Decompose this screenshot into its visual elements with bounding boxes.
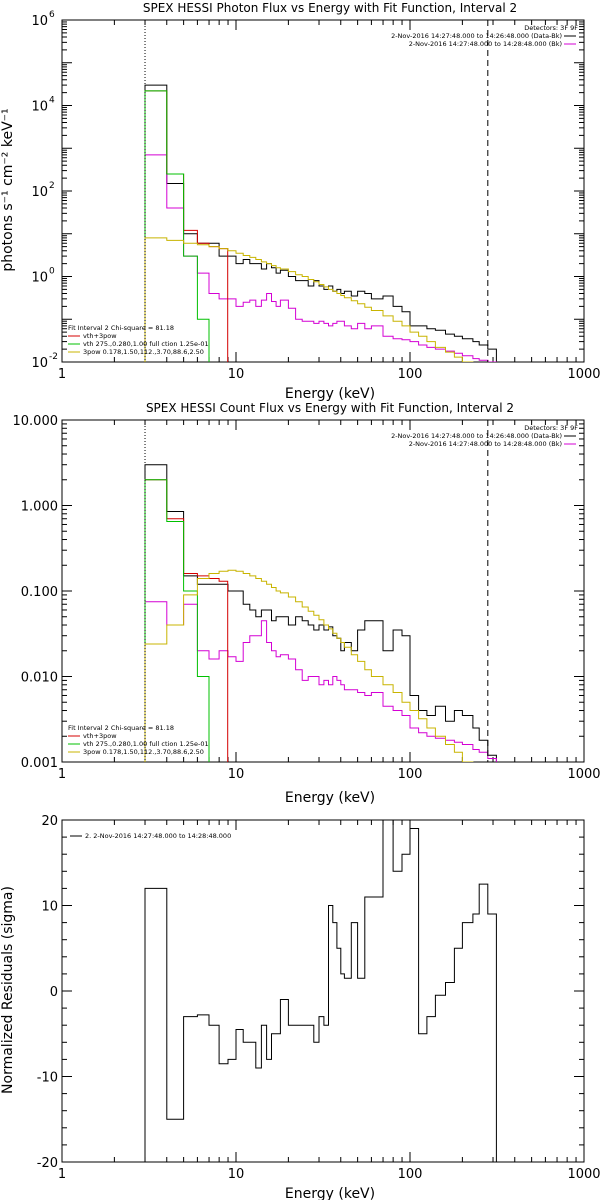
photon-data-area bbox=[145, 85, 496, 375]
resid-plot-frame bbox=[62, 820, 584, 1162]
count-y-tick-label: 0.010 bbox=[21, 671, 58, 686]
photon-y-tick-label: 10 bbox=[31, 100, 48, 115]
photon-legend-header: Detectors: 3F 9F bbox=[524, 24, 578, 32]
photon-fit-legend-header: Fit Interval 2 Chi-square = 81.18 bbox=[68, 324, 174, 332]
count-fit-legend-entry: 3pow 0.178,1.50,112.,3.70,88.6,2.50 bbox=[83, 748, 204, 756]
count-series-vth-3pow bbox=[145, 480, 228, 764]
count-flux-panel: SPEX HESSI Count Flux vs Energy with Fit… bbox=[13, 401, 600, 806]
count-fit-legend-header: Fit Interval 2 Chi-square = 81.18 bbox=[68, 724, 174, 732]
photon-x-tick-label: 10 bbox=[228, 367, 245, 382]
count-fit-legend-entry: vth+3pow bbox=[83, 732, 117, 740]
photon-fit-legend-entry: 3pow 0.178,1.50,112.,3.70,88.6,2.50 bbox=[83, 348, 204, 356]
count-y-tick-label: 0.001 bbox=[21, 756, 58, 771]
count-y-tick-label: 0.100 bbox=[21, 585, 58, 600]
resid-legend-entry: 2. 2-Nov-2016 14:27:48.000 to 14:28:48.0… bbox=[85, 832, 231, 840]
photon-y-axis-label: photons s⁻¹ cm⁻² keV⁻¹ bbox=[0, 108, 16, 271]
count-y-tick-label: 1.000 bbox=[21, 500, 58, 515]
photon-series-data-bk bbox=[145, 85, 496, 364]
resid-y-tick-label: -10 bbox=[37, 1071, 58, 1086]
resid-data-area bbox=[145, 769, 496, 1164]
photon-y-tick-exponent: 6 bbox=[49, 10, 55, 20]
photon-legend-entry: 2-Nov-2016 14:27:48.000 to 14:28:48.000 … bbox=[409, 40, 562, 48]
photon-x-tick-label: 1000 bbox=[567, 367, 600, 382]
photon-fit-legend-entry: vth 275.,0.280,1.00 full ction 1.25e-01 bbox=[83, 340, 209, 348]
resid-y-tick-label: 20 bbox=[41, 814, 58, 829]
resid-series-residuals bbox=[145, 769, 496, 1164]
count-chart-title: SPEX HESSI Count Flux vs Energy with Fit… bbox=[146, 401, 514, 415]
resid-x-tick-label: 100 bbox=[398, 1167, 423, 1182]
photon-plot-frame bbox=[62, 20, 584, 362]
photon-y-tick-exponent: 4 bbox=[49, 96, 55, 106]
count-x-tick-label: 10 bbox=[228, 767, 245, 782]
count-plot-frame bbox=[62, 420, 584, 762]
photon-y-tick-exponent: 2 bbox=[49, 181, 55, 191]
photon-flux-panel: SPEX HESSI Photon Flux vs Energy with Fi… bbox=[0, 1, 600, 402]
resid-y-tick-label: -20 bbox=[37, 1156, 58, 1171]
count-x-tick-label: 1000 bbox=[567, 767, 600, 782]
photon-y-tick-label: 10 bbox=[31, 271, 48, 286]
count-y-tick-label: 10.000 bbox=[13, 414, 59, 429]
photon-x-tick-label: 1 bbox=[58, 367, 66, 382]
photon-y-tick-exponent: -2 bbox=[49, 352, 58, 362]
photon-legend-entry: 2-Nov-2016 14:27:48.000 to 14:26:48.000 … bbox=[391, 32, 562, 40]
photon-y-tick-label: 10 bbox=[31, 185, 48, 200]
resid-x-axis-label: Energy (keV) bbox=[285, 1186, 375, 1200]
resid-x-tick-label: 1 bbox=[58, 1167, 66, 1182]
count-x-axis-label: Energy (keV) bbox=[285, 790, 375, 806]
photon-x-axis-label: Energy (keV) bbox=[285, 386, 375, 402]
count-x-tick-label: 1 bbox=[58, 767, 66, 782]
resid-y-tick-label: 0 bbox=[50, 985, 58, 1000]
photon-chart-title: SPEX HESSI Photon Flux vs Energy with Fi… bbox=[143, 1, 517, 15]
count-legend-header: Detectors: 3F 9F bbox=[524, 424, 578, 432]
photon-x-tick-label: 100 bbox=[398, 367, 423, 382]
count-fit-legend-entry: vth 275.,0.280,1.00 full ction 1.25e-01 bbox=[83, 740, 209, 748]
resid-y-axis-label: Normalized Residuals (sigma) bbox=[0, 886, 16, 1094]
resid-y-tick-label: 10 bbox=[41, 900, 58, 915]
count-legend-entry: 2-Nov-2016 14:27:48.000 to 14:28:48.000 … bbox=[409, 440, 562, 448]
count-x-tick-label: 100 bbox=[398, 767, 423, 782]
resid-x-tick-label: 10 bbox=[228, 1167, 245, 1182]
photon-series-vth bbox=[145, 91, 218, 375]
photon-y-tick-label: 10 bbox=[31, 356, 48, 371]
resid-x-tick-label: 1000 bbox=[567, 1167, 600, 1182]
residuals-panel: Energy (keV) Normalized Residuals (sigma… bbox=[0, 769, 600, 1200]
photon-fit-legend-entry: vth+3pow bbox=[83, 332, 117, 340]
count-legend-entry: 2-Nov-2016 14:27:48.000 to 14:26:48.000 … bbox=[391, 432, 562, 440]
photon-y-tick-label: 10 bbox=[31, 14, 48, 29]
photon-y-tick-exponent: 0 bbox=[49, 267, 55, 277]
